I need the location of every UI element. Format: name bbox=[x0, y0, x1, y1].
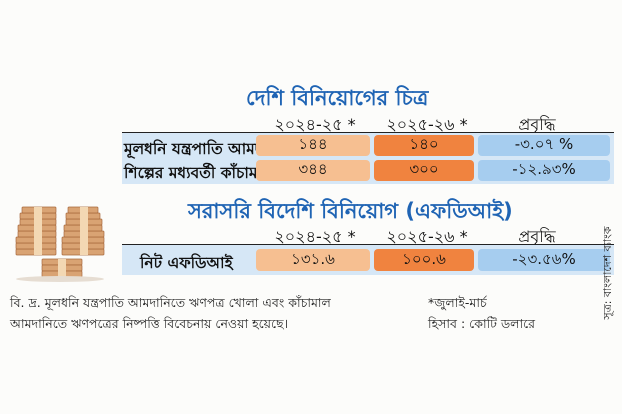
fdi-divider bbox=[122, 244, 614, 245]
fdi-title: সরাসরি বিদেশি বিনিয়োগ (এফডিআই) bbox=[188, 199, 513, 223]
cell-raw-materials-2024: ৩৪৪ bbox=[256, 160, 370, 181]
fdi-col-growth: প্রবৃদ্ধি bbox=[518, 227, 556, 246]
fdi-col-2024: ২০২৪-২৫ * bbox=[274, 227, 356, 246]
cell-net-fdi-2025: ১০০.৬ bbox=[374, 249, 474, 271]
fdi-col-2025: ২০২৫-২৬ * bbox=[386, 227, 468, 246]
row-label-capital-machinery: মূলধনি যন্ত্রপাতি আমদানি bbox=[124, 140, 282, 158]
footnote-line-2: আমদানিতে ঋণপত্রের নিষ্পত্তি বিবেচনায় নে… bbox=[10, 316, 289, 331]
footnote-line-1: বি. দ্র. মূলধনি যন্ত্রপাতি আমদানিতে ঋণপত… bbox=[10, 295, 331, 310]
row-label-net-fdi: নিট এফডিআই bbox=[140, 254, 233, 272]
domestic-col-growth: প্রবৃদ্ধি bbox=[518, 115, 556, 134]
money-stack-icon bbox=[12, 193, 112, 283]
cell-capital-machinery-2025: ১৪০ bbox=[374, 135, 474, 156]
domestic-col-2025: ২০২৫-২৬ * bbox=[386, 115, 468, 134]
domestic-title: দেশি বিনিয়োগের চিত্র bbox=[246, 86, 429, 110]
domestic-col-2024: ২০২৪-২৫ * bbox=[274, 115, 356, 134]
domestic-divider bbox=[122, 132, 614, 133]
cell-capital-machinery-2024: ১৪৪ bbox=[256, 135, 370, 156]
cell-raw-materials-growth: -১২.৯৩% bbox=[478, 160, 610, 181]
cell-capital-machinery-growth: -৩.০৭ % bbox=[478, 135, 610, 156]
cell-raw-materials-2025: ৩০০ bbox=[374, 160, 474, 181]
source-label: সূত্র: বাংলাদেশ ব্যাংক bbox=[601, 226, 614, 320]
period-note: *জুলাই-মার্চ bbox=[428, 295, 487, 310]
cell-net-fdi-growth: -২৩.৫৬% bbox=[478, 249, 610, 271]
cell-net-fdi-2024: ১৩১.৬ bbox=[256, 249, 370, 271]
unit-note: হিসাব : কোটি ডলারে bbox=[428, 316, 535, 331]
